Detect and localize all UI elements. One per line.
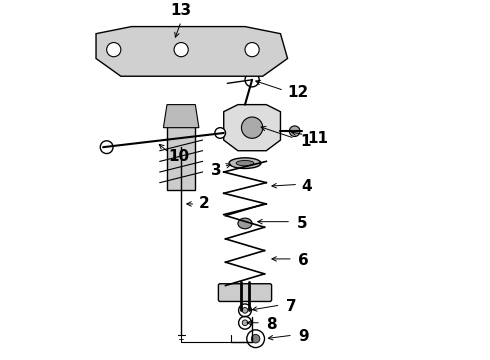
Text: 6: 6 [298,253,309,268]
Circle shape [245,73,259,87]
Ellipse shape [236,161,254,166]
FancyBboxPatch shape [219,284,271,301]
Polygon shape [96,27,288,76]
Text: 3: 3 [211,163,222,178]
Text: 2: 2 [199,197,210,211]
Text: 4: 4 [302,179,313,194]
Circle shape [174,42,188,57]
Text: 8: 8 [266,317,277,332]
Text: 13: 13 [171,3,192,18]
Ellipse shape [229,158,261,168]
Bar [167,126,196,190]
Text: 9: 9 [298,329,309,345]
Text: 11: 11 [307,131,328,146]
Text: 10: 10 [169,149,190,163]
Polygon shape [224,105,280,151]
Circle shape [215,128,225,138]
Circle shape [251,334,260,343]
Text: 1: 1 [300,134,311,149]
Circle shape [107,42,121,57]
Ellipse shape [238,218,252,229]
Circle shape [242,117,263,138]
Text: 12: 12 [288,85,309,100]
Circle shape [242,320,248,325]
Text: 7: 7 [286,299,296,314]
Text: 5: 5 [296,216,307,231]
Circle shape [245,42,259,57]
Circle shape [289,126,300,136]
Circle shape [242,307,248,313]
Circle shape [100,141,113,154]
Polygon shape [164,105,199,128]
